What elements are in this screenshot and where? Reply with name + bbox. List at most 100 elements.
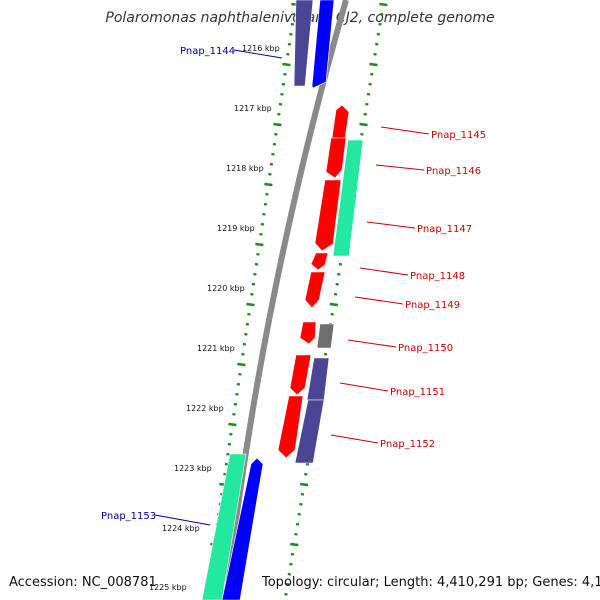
tick-mark [237,362,246,367]
leader-line [366,221,416,229]
tick-mark [269,162,274,166]
tick-mark [227,442,232,446]
tick-mark [254,262,259,266]
kbp-label: 1217 kbp [234,104,272,113]
kbp-label: 1216 kbp [242,44,280,53]
tick-mark [287,42,292,46]
kbp-label: 1222 kbp [186,404,224,413]
gene-label-pnap_1152[interactable]: Pnap_1152 [380,439,435,450]
tick-mark [251,282,256,286]
genome-summary-text: Topology: circular; Length: 4,410,291 bp… [262,575,600,590]
gene-glyph[interactable] [331,104,350,139]
gene-label-pnap_1153[interactable]: Pnap_1153 [101,511,156,522]
kbp-label: 1224 kbp [162,524,200,533]
gene-glyph[interactable] [299,321,317,345]
gene-glyph[interactable] [314,179,342,252]
tick-mark [335,282,339,286]
gene-glyph[interactable] [289,354,312,396]
gene-label-pnap_1148[interactable]: Pnap_1148 [410,271,465,282]
tick-mark [299,502,303,506]
tick-mark [224,462,229,466]
gene-glyph[interactable] [310,252,329,271]
gene-label-pnap_1150[interactable]: Pnap_1150 [398,343,453,354]
tick-mark [229,432,233,436]
tick-mark [256,252,260,256]
gene-label-pnap_1144[interactable]: Pnap_1144 [180,46,235,57]
tick-mark [373,52,377,56]
kbp-label: 1220 kbp [207,284,245,293]
leader-line [233,49,283,59]
tick-mark [274,132,278,136]
gene-glyph[interactable] [201,453,247,600]
tick-mark [250,292,254,296]
tick-mark [253,272,257,276]
leader-line [154,514,211,526]
kbp-label: 1223 kbp [174,464,212,473]
tick-mark [238,372,242,376]
tick-mark [378,22,382,26]
tick-mark [365,102,369,106]
tick-mark [337,272,341,276]
gene-labels: Pnap_1144 Pnap_1145 Pnap_1146 Pnap_1147 Pnap… [101,46,486,522]
tick-mark [329,302,338,307]
gene-glyph[interactable] [325,137,347,179]
tick-mark [366,92,371,96]
label-leader-lines [154,49,430,526]
gene-label-pnap_1145[interactable]: Pnap_1145 [431,130,486,141]
leader-line [339,382,389,392]
leader-line [380,126,430,135]
gene-glyph[interactable] [293,0,314,87]
tick-mark [333,292,338,296]
gene-glyph[interactable] [304,271,326,309]
gene-glyph[interactable] [294,399,325,464]
tick-mark [369,62,378,67]
leader-line [354,296,404,305]
tick-mark [294,532,298,536]
tick-mark [242,342,247,346]
gene-label-pnap_1147[interactable]: Pnap_1147 [417,224,472,235]
tick-mark [379,2,388,7]
tick-mark [287,572,291,576]
tick-mark [265,192,269,196]
tick-mark [259,232,263,236]
tick-mark [273,122,282,127]
tick-mark [290,542,299,547]
tick-mark [286,52,290,56]
gene-glyph[interactable] [221,457,264,600]
gene-features [201,0,364,600]
tick-mark [323,352,328,356]
gene-glyph[interactable] [306,357,330,401]
tick-mark [226,452,230,456]
tick-mark [235,392,239,396]
tick-mark [281,82,286,86]
gene-label-pnap_1149[interactable]: Pnap_1149 [405,300,460,311]
gene-glyph[interactable] [277,395,304,459]
tick-mark [271,152,275,156]
gene-glyph[interactable] [311,0,335,89]
tick-mark [245,322,250,326]
gene-glyph[interactable] [316,323,335,349]
tick-mark [305,462,310,466]
tick-mark [292,12,296,16]
gene-label-pnap_1151[interactable]: Pnap_1151 [390,387,445,398]
gene-glyph[interactable] [332,139,364,257]
tick-mark [299,482,309,487]
tick-mark [246,302,255,307]
tick-mark [297,512,301,516]
tick-mark [363,112,367,116]
tick-mark [338,262,343,266]
tick-mark [277,112,281,116]
tick-mark [284,592,288,596]
tick-mark [359,122,368,127]
tick-mark [379,12,384,16]
tick-mark [289,562,293,566]
accession-text: Accession: NC_008781 [9,575,157,590]
tick-mark [232,412,236,416]
tick-mark [278,102,283,106]
leader-line [359,267,409,276]
tick-mark [262,212,266,216]
kbp-label: 1221 kbp [197,344,235,353]
gene-label-pnap_1146[interactable]: Pnap_1146 [426,166,481,177]
tick-mark [241,352,245,356]
